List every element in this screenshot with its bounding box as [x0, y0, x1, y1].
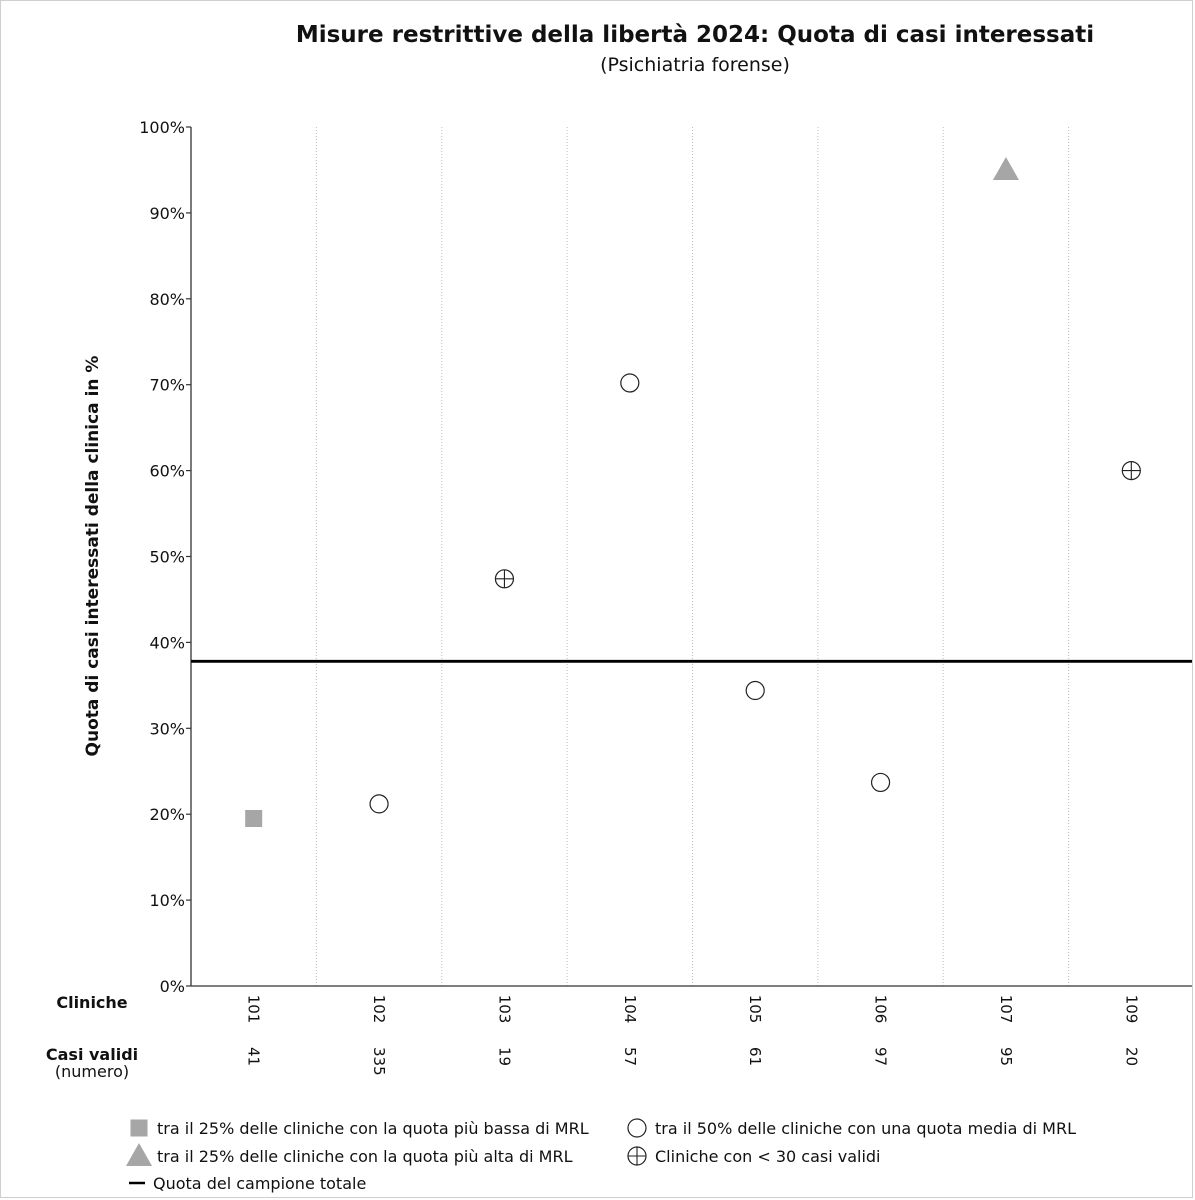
y-tick-label: 20%: [149, 805, 185, 824]
legend-symbol-few: [627, 1146, 647, 1166]
circle-marker: [745, 680, 765, 701]
triangle-marker: [992, 156, 1019, 180]
grid-layer: [315, 127, 1070, 986]
chart-subtitle: (Psichiatria forense): [600, 54, 790, 76]
legend-symbol-mid: [627, 1118, 647, 1138]
triangle-marker: [126, 1143, 152, 1166]
y-tick-label: 50%: [149, 548, 185, 567]
clinic-label: 104: [621, 995, 639, 1024]
data-point-104: [620, 373, 640, 393]
cases-label: 57: [621, 1047, 639, 1066]
legend-item-total: Quota del campione totale: [129, 1174, 366, 1193]
legend-label: Quota del campione totale: [153, 1174, 366, 1193]
cases-label: 61: [746, 1047, 764, 1066]
data-point-106: [870, 772, 891, 793]
y-tick-label: 60%: [149, 462, 185, 481]
data-point-101: [245, 809, 263, 827]
cases-label: 335: [370, 1047, 388, 1076]
circle-marker: [870, 772, 891, 793]
clinic-label: 105: [746, 995, 764, 1024]
square-marker: [130, 1119, 148, 1137]
legend-label: Cliniche con < 30 casi validi: [655, 1147, 881, 1166]
clinic-label: 102: [370, 995, 388, 1024]
cases-label: 95: [997, 1047, 1015, 1066]
legend-symbol-low: [130, 1119, 148, 1137]
clinic-label: 106: [872, 995, 890, 1024]
chart-title: Misure restrittive della libertà 2024: Q…: [296, 22, 1094, 48]
data-point-109: [1121, 461, 1141, 481]
legend-symbol-high: [126, 1143, 152, 1166]
legend-item-mid: tra il 50% delle cliniche con una quota …: [627, 1118, 1076, 1138]
cases-label: 19: [495, 1047, 513, 1066]
data-point-105: [745, 680, 765, 701]
y-tick-label: 70%: [149, 376, 185, 395]
clinics-row-label: Cliniche: [56, 993, 127, 1012]
axis-layer: [186, 126, 1192, 987]
legend-label: tra il 25% delle cliniche con la quota p…: [157, 1119, 589, 1138]
cases-row-label: Casi validi: [46, 1045, 138, 1064]
cases-label: 41: [245, 1047, 263, 1066]
clinic-label: 101: [245, 995, 263, 1024]
legend: tra il 25% delle cliniche con la quota p…: [126, 1118, 1076, 1193]
x-tick-labels: 101 102 103 104 105 106 107 109: [245, 995, 1141, 1024]
clinic-label: 103: [495, 995, 513, 1024]
legend-item-low: tra il 25% delle cliniche con la quota p…: [130, 1119, 589, 1138]
circle-marker: [620, 373, 640, 393]
y-tick-label: 30%: [149, 719, 185, 738]
square-marker: [245, 809, 263, 827]
cases-labels: 41 335 19 57 61 97 95 20: [245, 1047, 1141, 1076]
y-axis-title: Quota di casi interessati della clinica …: [83, 356, 103, 757]
circle-marker: [369, 794, 389, 814]
cases-label: 20: [1122, 1047, 1140, 1066]
circle-marker: [627, 1118, 647, 1138]
y-tick-label: 0%: [160, 977, 185, 996]
y-tick-label: 40%: [149, 633, 185, 652]
y-tick-labels: 0% 10% 20% 30% 40% 50% 60% 70% 80% 90% 100%: [139, 118, 185, 996]
legend-item-high: tra il 25% delle cliniche con la quota p…: [126, 1143, 573, 1166]
legend-item-few: Cliniche con < 30 casi validi: [627, 1146, 881, 1166]
cases-label: 97: [872, 1047, 890, 1066]
legend-label: tra il 25% delle cliniche con la quota p…: [157, 1147, 573, 1166]
y-tick-label: 100%: [139, 118, 185, 137]
legend-label: tra il 50% delle cliniche con una quota …: [655, 1119, 1076, 1138]
data-point-102: [369, 794, 389, 814]
data-point-107: [992, 156, 1019, 180]
cases-row-sublabel: (numero): [55, 1062, 129, 1081]
data-point-103: [494, 569, 515, 589]
y-tick-label: 80%: [149, 290, 185, 309]
clinic-label: 109: [1122, 995, 1140, 1024]
y-tick-label: 90%: [149, 204, 185, 223]
clinic-label: 107: [997, 995, 1015, 1024]
y-tick-label: 10%: [149, 891, 185, 910]
data-points: [245, 156, 1141, 827]
